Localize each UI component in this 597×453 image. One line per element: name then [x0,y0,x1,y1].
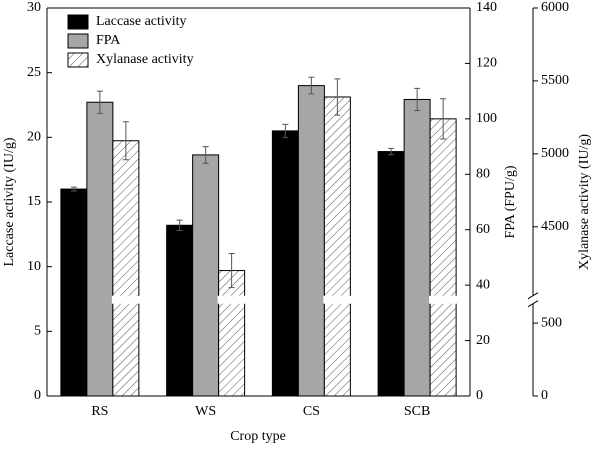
error-bar [228,252,235,289]
legend-swatch [67,33,89,49]
bar [297,85,325,397]
error-bar [440,98,447,140]
legend-swatch [67,52,89,68]
error-bar [388,147,395,156]
y-tick-label: 30 [27,0,41,15]
y-axis-title: Laccase activity (IU/g) [2,137,17,266]
error-bar [414,87,421,112]
bar [60,188,88,397]
y2-tick-label: 60 [476,222,490,237]
y-tick-label: 15 [27,194,41,209]
error-bar [334,78,341,116]
legend-label: Laccase activity [96,14,187,29]
x-tick-label: RS [91,404,108,419]
axis-break-gap [217,295,246,304]
legend-swatch [67,14,89,30]
y3-tick-label: 5500 [541,73,569,88]
y3-axis-title: Xylanase activity (IU/g) [577,134,592,270]
y2-tick-label: 0 [476,388,483,403]
error-bar [122,121,129,161]
y2-tick-label: 20 [476,333,490,348]
bar [429,118,457,397]
y2-axis-title: FPA (FPU/g) [503,165,518,238]
y2-tick-label: 100 [476,111,497,126]
y3-tick-label: 0 [541,388,548,403]
y2-tick-label: 40 [476,277,490,292]
legend-label: Xylanase activity [96,52,194,67]
y3-tick-label: 6000 [541,0,569,15]
y-tick-label: 20 [27,130,41,145]
error-bar [308,76,315,95]
error-bar [96,90,103,114]
error-bar [202,146,209,164]
error-bar [282,123,289,138]
error-bar [176,219,183,231]
x-tick-label: WS [195,404,216,419]
x-tick-label: SCB [404,404,430,419]
bar [192,154,220,397]
error-bar [70,186,77,192]
y-tick-label: 0 [34,388,41,403]
bar [377,151,405,397]
bar [271,130,299,397]
x-tick-label: CS [303,404,320,419]
y2-tick-label: 80 [476,167,490,182]
axis-break [527,300,539,308]
y3-tick-label: 500 [541,315,562,330]
axis-break [527,292,539,300]
bar [86,101,114,397]
x-axis-title: Crop type [230,429,286,444]
y-tick-label: 5 [34,324,41,339]
y3-tick-label: 4500 [541,219,569,234]
y-tick-label: 25 [27,65,41,80]
y3-tick-label: 5000 [541,146,569,161]
bar [403,98,431,397]
y-tick-label: 10 [27,259,41,274]
y2-tick-label: 140 [476,0,497,15]
y2-tick-label: 120 [476,56,497,71]
bar [166,224,194,397]
axis-break-gap [429,295,458,304]
legend-label: FPA [96,33,121,48]
bar [218,270,246,397]
axis-break-gap [323,295,352,304]
bar [323,96,351,397]
axis-break-gap [111,295,140,304]
bar [112,140,140,397]
